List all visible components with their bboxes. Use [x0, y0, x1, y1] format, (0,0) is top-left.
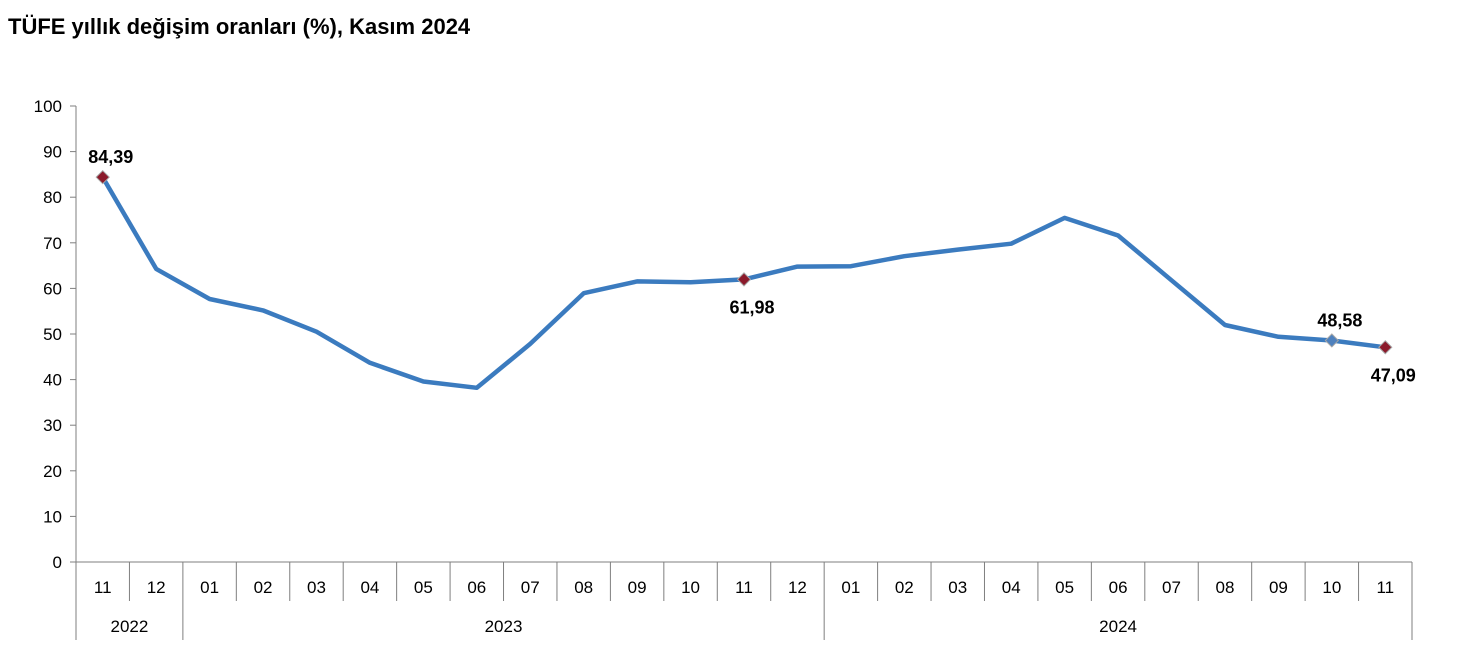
x-tick-label: 03: [307, 578, 326, 597]
x-tick-label: 11: [735, 578, 753, 597]
x-tick-label: 12: [147, 578, 166, 597]
y-tick-label: 0: [53, 553, 62, 572]
x-tick-label: 05: [414, 578, 433, 597]
x-tick-label: 03: [948, 578, 967, 597]
x-tick-label: 07: [521, 578, 540, 597]
y-tick-label: 50: [43, 325, 62, 344]
x-tick-label: 11: [94, 578, 112, 597]
data-point-marker: [95, 169, 110, 185]
x-tick-label: 09: [628, 578, 647, 597]
x-tick-label: 02: [254, 578, 273, 597]
x-tick-label: 06: [467, 578, 486, 597]
data-label: 48,58: [1317, 310, 1362, 330]
x-tick-label: 11: [1376, 578, 1394, 597]
year-label: 2024: [1099, 617, 1137, 636]
y-tick-label: 40: [43, 371, 62, 390]
x-tick-label: 02: [895, 578, 914, 597]
data-point-marker: [1324, 333, 1340, 348]
annotations-group: 84,39 61,98 48,58 47,09: [88, 147, 1416, 385]
data-label: 47,09: [1371, 365, 1416, 385]
x-tick-label: 12: [788, 578, 807, 597]
year-label: 2023: [485, 617, 523, 636]
x-tick-label: 04: [360, 578, 379, 597]
x-tick-label: 10: [681, 578, 700, 597]
data-point-marker: [1378, 340, 1393, 355]
data-point-marker: [736, 272, 752, 287]
x-tick-label: 10: [1322, 578, 1341, 597]
y-tick-label: 100: [34, 97, 62, 116]
x-axis: 11 12 01 02 03 04 05 06 07 08 09 10 11 12 01 02 03 04 05 06…: [75, 561, 1413, 640]
x-tick-label: 06: [1109, 578, 1128, 597]
x-tick-label: 01: [841, 578, 860, 597]
y-axis: 0 10 20 30 40 50 60 70 80 90 100: [34, 97, 77, 572]
x-tick-label: 04: [1002, 578, 1021, 597]
y-tick-label: 80: [43, 188, 62, 207]
x-tick-label: 07: [1162, 578, 1181, 597]
y-tick-label: 60: [43, 279, 62, 298]
y-tick-label: 30: [43, 416, 62, 435]
y-tick-label: 20: [43, 462, 62, 481]
data-label: 61,98: [729, 297, 774, 317]
data-label: 84,39: [88, 147, 133, 167]
x-tick-label: 05: [1055, 578, 1074, 597]
x-tick-label: 08: [1215, 578, 1234, 597]
chart-title: TÜFE yıllık değişim oranları (%), Kasım …: [8, 14, 471, 39]
x-tick-label: 09: [1269, 578, 1288, 597]
y-tick-label: 70: [43, 234, 62, 253]
x-tick-label: 08: [574, 578, 593, 597]
y-tick-label: 10: [43, 507, 62, 526]
y-tick-label: 90: [43, 143, 62, 162]
x-tick-label: 01: [200, 578, 219, 597]
year-label: 2022: [111, 617, 149, 636]
